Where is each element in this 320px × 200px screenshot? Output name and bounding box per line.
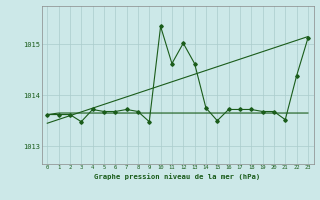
X-axis label: Graphe pression niveau de la mer (hPa): Graphe pression niveau de la mer (hPa) — [94, 173, 261, 180]
